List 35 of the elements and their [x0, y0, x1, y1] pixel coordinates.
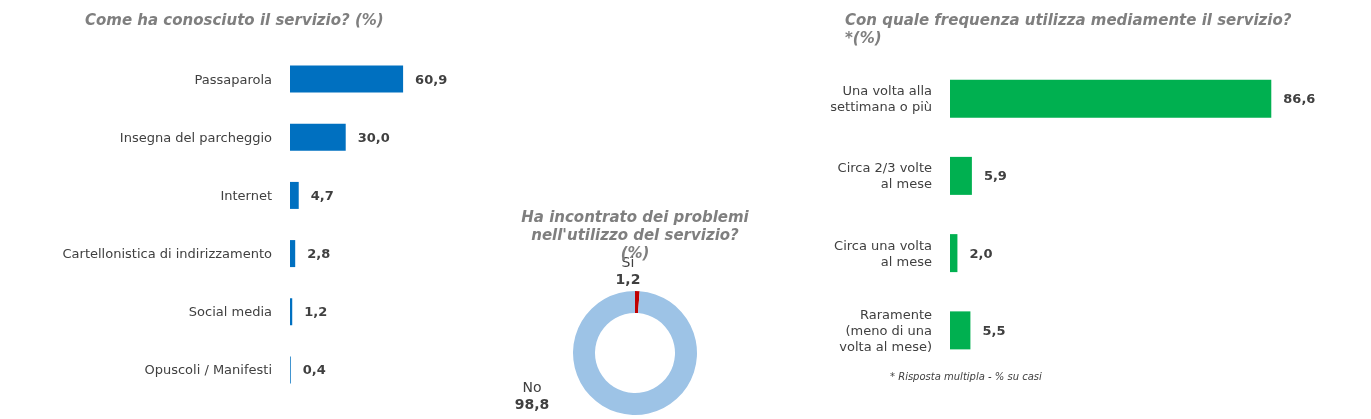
y-tick-label: Raramente (meno di una volta al mese)	[839, 306, 932, 354]
slice-label: No	[522, 378, 542, 395]
y-tick-label: Una volta alla settimana o più	[830, 83, 932, 115]
y-tick-label: Opuscoli / Manifesti	[144, 362, 272, 378]
bar	[290, 181, 299, 209]
data-label: 2,0	[969, 245, 993, 261]
text: * Risposta multipla - % su casi	[890, 370, 1043, 382]
bar	[950, 156, 972, 195]
y-tick-label: Circa 2/3 volte al mese	[837, 160, 932, 192]
data-label: 5,9	[983, 168, 1007, 184]
chart-title: Come ha conosciuto il servizio? (%)	[85, 11, 384, 29]
bar	[950, 311, 971, 350]
bar	[290, 65, 404, 93]
data-label: 1,2	[615, 270, 641, 287]
bar	[950, 234, 958, 273]
data-label: 0,4	[302, 362, 326, 378]
bar	[290, 123, 346, 151]
data-label: 86,6	[1283, 91, 1316, 107]
data-label: 60,9	[415, 71, 448, 87]
data-label: 2,8	[307, 246, 331, 262]
bar	[290, 240, 296, 268]
data-label: 4,7	[310, 187, 334, 203]
data-label: 1,2	[304, 304, 328, 320]
bar	[290, 298, 293, 326]
data-label: 30,0	[357, 129, 390, 145]
y-tick-label: Internet	[220, 187, 272, 203]
y-tick-label: Cartellonistica di indirizzamento	[62, 246, 273, 262]
y-tick-label: Circa una volta al mese	[834, 237, 932, 269]
data-label: 5,5	[982, 322, 1006, 338]
chart-title: Con quale frequenza utilizza mediamente il servizio? *(%)	[845, 11, 1292, 47]
y-tick-label: Passaparola	[194, 71, 272, 87]
y-tick-label: Insegna del parcheggio	[119, 129, 273, 145]
y-tick-label: Social media	[188, 304, 272, 320]
bar	[950, 79, 1272, 118]
data-label: 98,8	[514, 395, 550, 412]
